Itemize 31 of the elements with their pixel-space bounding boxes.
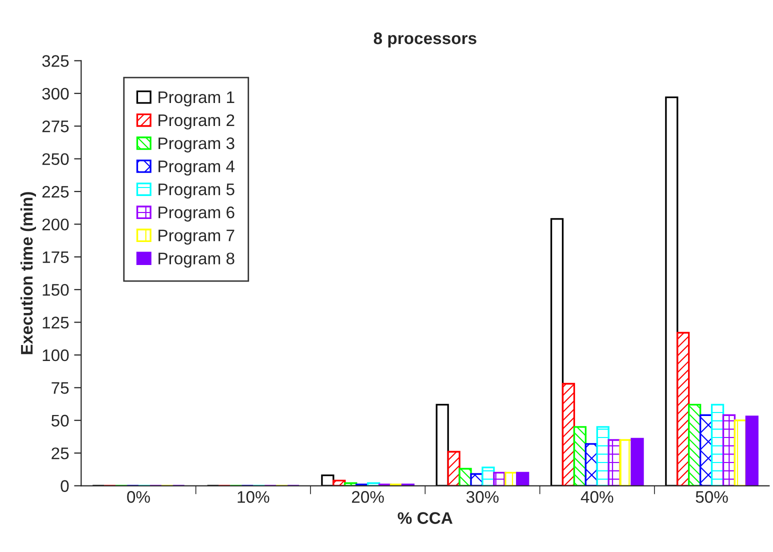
chart-title: 8 processors [374,32,476,48]
legend-label: Program 4 [158,160,235,176]
y-tick-label: 0 [60,480,69,492]
y-tick-label: 250 [42,153,69,166]
y-tick-label: 150 [42,284,69,296]
y-tick-label: 275 [42,120,69,132]
y-tick-label: 225 [42,186,69,198]
y-tick-label: 125 [42,316,69,328]
x-tick-label: 10% [238,491,270,503]
x-tick-label: 20% [352,491,384,503]
y-tick-label: 25 [52,447,69,460]
legend-label: Program 6 [158,206,234,222]
y-axis-title: Execution time (min) [20,192,36,354]
legend-label: Program 8 [158,252,234,268]
y-tick-label: 300 [42,88,69,100]
y-tick-label: 175 [42,251,69,264]
legend-label: Program 7 [158,230,234,245]
x-tick-label: 40% [580,491,614,503]
x-tick-label: 50% [696,491,728,503]
x-axis-title: % CCA [398,512,452,524]
y-tick-label: 100 [42,349,69,362]
y-tick-label: 75 [52,382,69,394]
legend-label: Program 1 [158,92,234,106]
x-tick-label: 0% [127,491,150,503]
legend-label: Program 2 [158,114,234,130]
y-tick-label: 50 [51,414,69,427]
y-tick-label: 200 [42,218,69,230]
legend-label: Program 5 [158,184,234,199]
y-tick-label: 325 [42,55,69,67]
legend-label: Program 3 [158,137,234,152]
x-tick-label: 30% [466,491,499,503]
